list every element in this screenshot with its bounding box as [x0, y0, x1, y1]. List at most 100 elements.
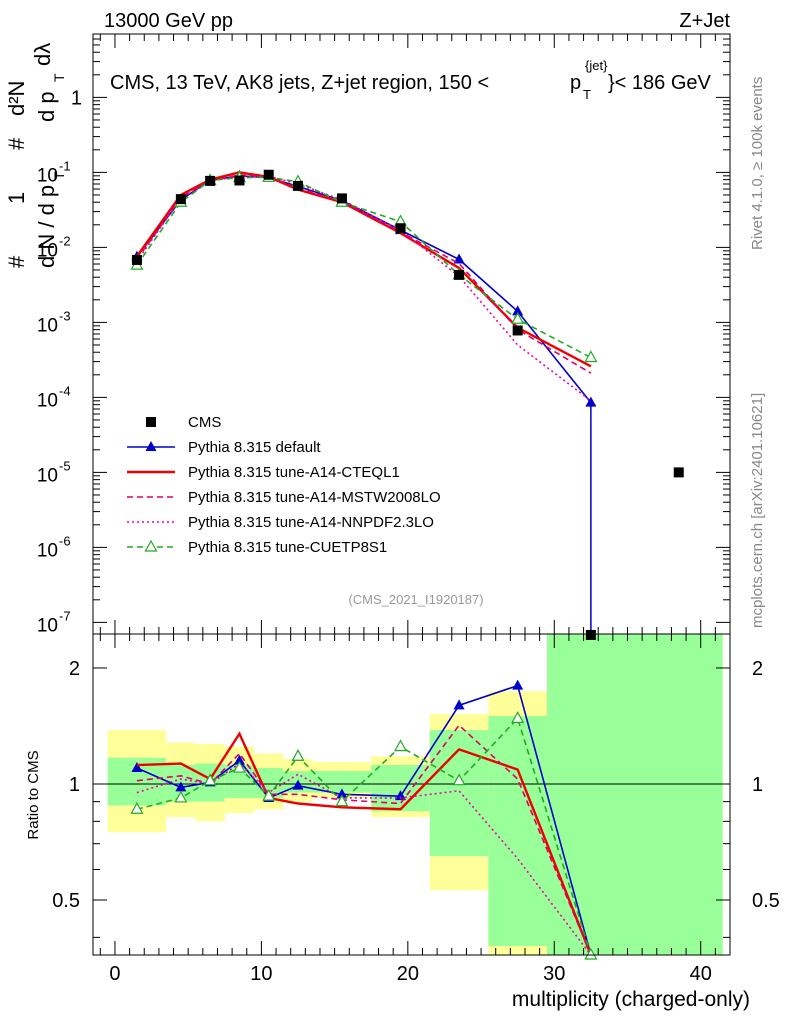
header-right: Z+Jet	[679, 10, 730, 32]
ratio-uncertainty-bands	[93, 634, 730, 955]
data-point	[232, 760, 246, 773]
y-tick-exponent: -4	[59, 383, 71, 398]
svg-text:#: #	[4, 255, 29, 268]
data-point	[394, 739, 408, 752]
y-tick-exponent: -6	[59, 533, 71, 548]
data-point	[512, 325, 523, 336]
data-point	[131, 762, 143, 773]
y-tick-exponent: -7	[59, 608, 71, 623]
svg-text:d²N: d²N	[4, 81, 29, 116]
svg-text:T: T	[51, 73, 67, 82]
ratio-y-tick-label-right: 2	[752, 658, 763, 680]
data-point	[262, 788, 276, 801]
data-point	[512, 679, 524, 690]
data-point	[453, 253, 465, 264]
svg-text:#: #	[4, 137, 29, 150]
y-tick-label: 10	[37, 615, 58, 636]
legend-label: Pythia 8.315 tune-A14-MSTW2008LO	[188, 489, 441, 506]
ratio-y-tick-label-right: 0.5	[752, 890, 780, 912]
data-point	[585, 396, 597, 407]
y-tick-exponent: -2	[59, 233, 71, 248]
plot-title-sup: {jet}	[585, 58, 608, 73]
ratio-y-tick-label-right: 1	[752, 774, 763, 796]
ratio-y-tick-label: 1	[69, 774, 80, 796]
y-tick-label: 10	[37, 240, 58, 261]
data-point	[512, 305, 524, 316]
x-tick-label: 30	[543, 963, 565, 985]
svg-text:T: T	[51, 171, 67, 180]
data-point	[131, 254, 142, 265]
plot-title-p: p	[570, 72, 581, 94]
main-y-axis-label: # 1 d N / d p T # d²N d p T dλ	[4, 43, 67, 268]
legend-label: CMS	[188, 414, 221, 431]
data-point	[395, 223, 406, 234]
rivet-version-label: Rivet 4.1.0, ≥ 100k events	[749, 77, 766, 250]
legend-marker	[146, 417, 156, 427]
data-point	[452, 773, 466, 786]
data-point	[293, 180, 304, 191]
data-point	[234, 175, 245, 186]
x-tick-label: 10	[250, 963, 272, 985]
y-tick-exponent: -1	[59, 158, 71, 173]
data-point	[584, 947, 598, 960]
series-line-pythia-8-315-tune-a14-mstw2008lo	[136, 174, 592, 374]
data-point	[453, 699, 465, 710]
svg-text:d N / d p: d N / d p	[34, 185, 59, 268]
data-point	[292, 779, 304, 790]
y-tick-label: 10	[37, 390, 58, 411]
legend-label: Pythia 8.315 tune-CUETP8S1	[188, 539, 387, 556]
plot-title-tail: }< 186 GeV	[608, 72, 712, 94]
data-point	[673, 467, 684, 478]
plot-title-sub: T	[583, 87, 591, 102]
data-point	[584, 350, 598, 363]
data-point	[203, 773, 217, 786]
y-tick-label: 1	[71, 87, 82, 109]
analysis-watermark: (CMS_2021_I1920187)	[348, 592, 483, 607]
y-tick-exponent: -3	[59, 308, 71, 323]
data-point	[175, 194, 186, 205]
series-line-pythia-8-315-tune-a14-cteql1	[135, 171, 592, 368]
header-left: 13000 GeV pp	[104, 10, 233, 32]
data-point	[130, 801, 144, 814]
plot-title: CMS, 13 TeV, AK8 jets, Z+jet region, 150…	[110, 72, 489, 94]
ratio-curves	[130, 679, 598, 960]
series-line-pythia-8-315-tune-a14-mstw2008lo	[136, 724, 592, 956]
y-tick-label: 10	[37, 465, 58, 486]
y-tick-exponent: -5	[59, 458, 71, 473]
data-point	[395, 790, 407, 801]
ratio-y-tick-label: 2	[69, 658, 80, 680]
x-axis-label: multiplicity (charged-only)	[512, 988, 750, 1011]
x-tick-label: 20	[397, 963, 419, 985]
mcplots-label: mcplots.cern.ch [arXiv:2401.10621]	[749, 393, 766, 628]
data-point	[336, 193, 347, 204]
data-point	[454, 269, 465, 280]
series-line-pythia-8-315-tune-a14-cteql1	[136, 731, 593, 956]
legend-label: Pythia 8.315 default	[188, 439, 321, 456]
data-point	[233, 754, 245, 765]
data-point	[263, 169, 274, 180]
data-point	[511, 312, 525, 324]
main-curves	[130, 169, 684, 640]
ratio-y-tick-label: 0.5	[52, 890, 80, 912]
band-inner	[546, 634, 723, 955]
series-line-pythia-8-315-tune-a14-nnpdf2-3lo	[136, 762, 592, 956]
y-tick-label: 10	[37, 315, 58, 336]
data-point	[174, 790, 188, 803]
legend-label: Pythia 8.315 tune-A14-NNPDF2.3LO	[188, 514, 434, 531]
x-tick-label: 0	[109, 963, 120, 985]
y-tick-label: 10	[37, 540, 58, 561]
data-point	[291, 749, 305, 761]
band-inner	[488, 716, 547, 946]
ratio-plot-frame	[92, 633, 731, 956]
data-point	[336, 788, 348, 799]
legend-marker	[144, 539, 158, 552]
svg-text:dλ: dλ	[30, 43, 55, 66]
legend-label: Pythia 8.315 tune-A14-CTEQL1	[188, 464, 400, 481]
x-tick-label: 40	[690, 963, 712, 985]
data-point	[585, 629, 596, 640]
data-point	[511, 711, 525, 723]
data-point	[175, 781, 187, 792]
legend-marker	[145, 441, 157, 451]
